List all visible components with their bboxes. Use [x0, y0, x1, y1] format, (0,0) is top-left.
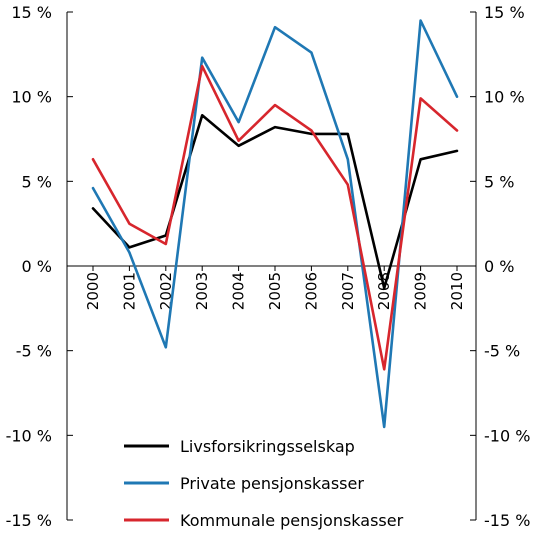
y-tick-label-left: 15 % — [11, 3, 52, 22]
legend-label: Kommunale pensjonskasser — [180, 511, 404, 530]
y-tick-label-left: -15 % — [6, 511, 52, 530]
x-axis: 2000 2001 2002 2003 2004 2005 2006 2007 2008 2009… — [84, 266, 466, 310]
y-tick-label-right: 15 % — [484, 3, 525, 22]
series-line-2 — [91, 19, 459, 429]
y-tick-label-left: 10 % — [11, 88, 52, 107]
x-tick-label: 2001 — [120, 272, 138, 310]
y-tick-label-left: -5 % — [16, 342, 52, 361]
x-tick-label: 2007 — [339, 272, 357, 310]
x-tick-label: 2008 — [375, 272, 393, 310]
x-tick-label: 2003 — [193, 272, 211, 310]
series-line-3 — [91, 64, 459, 371]
x-tick-label: 2005 — [266, 272, 284, 310]
x-tick-label: 2006 — [302, 272, 320, 310]
series-line-1 — [91, 114, 459, 290]
legend-label: Livsforsikringsselskap — [180, 437, 355, 456]
legend: Livsforsikringsselskap Private pensjonska… — [124, 437, 404, 530]
y-tick-label-right: 0 % — [484, 257, 514, 276]
y-tick-label-left: -10 % — [6, 426, 52, 445]
y-tick-label-right: -10 % — [484, 426, 530, 445]
y-axis-left: 15 % 10 % 5 % 0 % -5 % -10 % -15 % — [6, 3, 73, 530]
x-tick-label: 2010 — [448, 272, 466, 310]
x-tick-label: 2002 — [157, 272, 175, 310]
y-tick-label-left: 5 % — [22, 172, 52, 191]
y-axis-right: 15 % 10 % 5 % 0 % -5 % -10 % -15 % — [470, 3, 530, 530]
x-tick-label: 2000 — [84, 272, 102, 310]
legend-label: Private pensjonskasser — [180, 474, 364, 493]
y-tick-label-right: 10 % — [484, 88, 525, 107]
y-tick-label-left: 0 % — [22, 257, 52, 276]
x-tick-label: 2004 — [230, 272, 248, 310]
y-tick-label-right: -15 % — [484, 511, 530, 530]
x-tick-label: 2009 — [412, 272, 430, 310]
series-lines — [91, 19, 459, 429]
y-tick-label-right: -5 % — [484, 342, 520, 361]
y-tick-label-right: 5 % — [484, 172, 514, 191]
